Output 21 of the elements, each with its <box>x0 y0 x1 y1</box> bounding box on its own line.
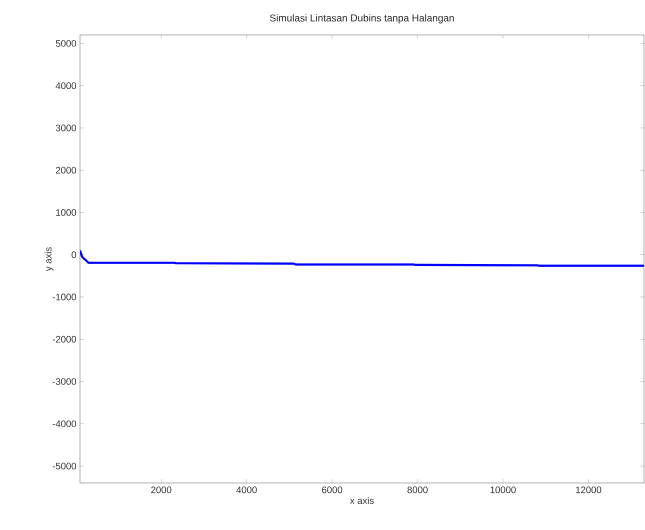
x-tick-label: 4000 <box>236 486 257 494</box>
y-tick-label: 5000 <box>56 40 76 47</box>
y-tick-label: -4000 <box>52 420 76 428</box>
y-tick-label: -2000 <box>52 336 76 343</box>
x-tick-label: 6000 <box>322 486 342 494</box>
y-tick-label: 1000 <box>56 209 76 216</box>
y-axis-title: y axis <box>44 247 54 272</box>
y-tick-label: 2000 <box>56 166 76 174</box>
x-tick-label: 12000 <box>576 486 602 494</box>
x-tick-label: 10000 <box>490 486 516 494</box>
x-tick-label: 2000 <box>151 486 172 494</box>
x-tick-label: 8000 <box>407 486 428 494</box>
x-axis-title: x axis <box>350 497 374 504</box>
line-series <box>80 249 644 267</box>
y-tick-label: -1000 <box>52 294 76 300</box>
y-tick-label: -5000 <box>52 462 76 470</box>
chart-title: Simulasi Lintasan Dubins tanpa Halangan <box>270 14 454 24</box>
y-tick-label: 4000 <box>56 82 76 90</box>
y-tick-label: -3000 <box>52 378 76 385</box>
y-tick-label: 0 <box>72 251 76 258</box>
y-tick-label: 3000 <box>56 124 76 132</box>
